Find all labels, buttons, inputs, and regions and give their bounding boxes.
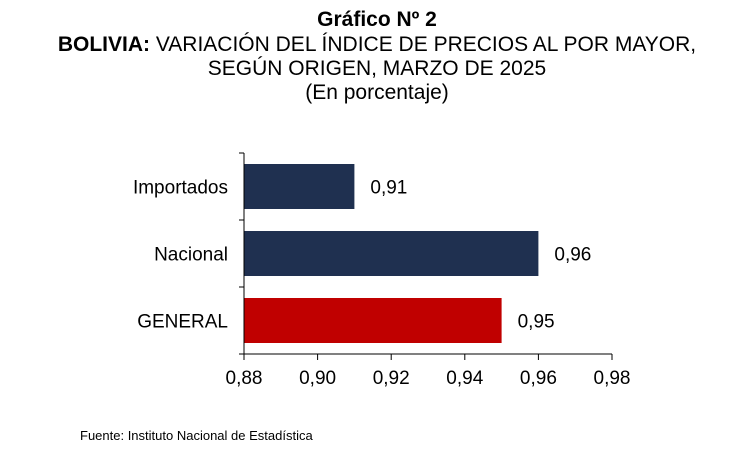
data-label: 0,96: [554, 245, 591, 266]
x-tick-label: 0,94: [446, 368, 483, 389]
x-tick-label: 0,90: [299, 368, 336, 389]
chart-subtitle-unit: (En porcentaje): [305, 81, 449, 104]
x-tick-label: 0,92: [373, 368, 410, 389]
source-note: Fuente: Instituto Nacional de Estadístic…: [80, 428, 313, 443]
chart-title: Gráfico Nº 2: [317, 8, 437, 31]
chart-subtitle-country: BOLIVIA:: [57, 33, 151, 56]
chart-subtitle-text: VARIACIÓN DEL ÍNDICE DE PRECIOS AL POR M…: [150, 33, 697, 56]
chart-subtitle: BOLIVIA: VARIACIÓN DEL ÍNDICE DE PRECIOS…: [0, 33, 754, 57]
bar-general: [244, 298, 502, 343]
data-label: 0,95: [518, 312, 555, 333]
data-label: 0,91: [370, 178, 407, 199]
category-label: GENERAL: [137, 312, 228, 333]
bar-importados: [244, 164, 355, 209]
chart-subtitle-line2: SEGÚN ORIGEN, MARZO DE 2025: [207, 57, 547, 80]
x-tick-label: 0,98: [594, 368, 631, 389]
bar-chart: Importados 0,91 Nacional 0,96 GENERAL 0,95 0,8…: [133, 152, 631, 389]
category-label: Importados: [133, 178, 228, 199]
bar-nacional: [244, 231, 539, 276]
x-tick-label: 0,96: [520, 368, 557, 389]
x-tick-label: 0,88: [226, 368, 263, 389]
category-label: Nacional: [154, 245, 228, 266]
